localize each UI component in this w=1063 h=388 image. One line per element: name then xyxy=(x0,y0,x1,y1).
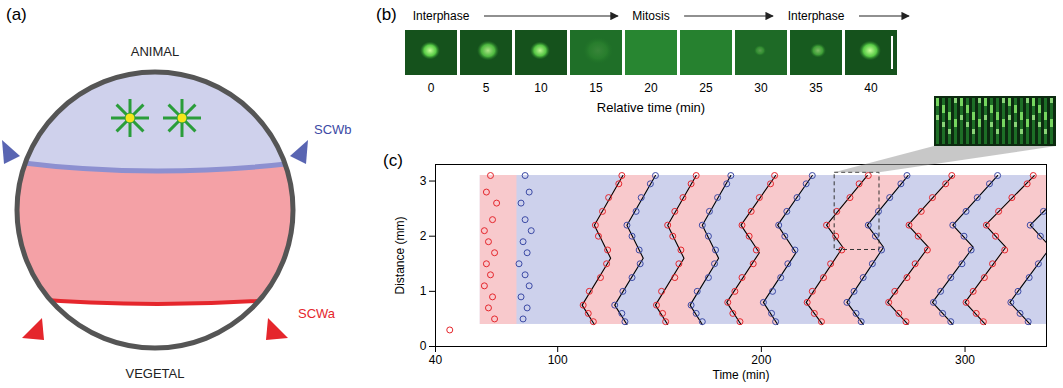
svg-text:100: 100 xyxy=(548,353,568,367)
svg-text:25: 25 xyxy=(699,81,713,95)
svg-text:VEGETAL: VEGETAL xyxy=(125,366,184,381)
svg-text:0: 0 xyxy=(420,339,427,353)
svg-text:200: 200 xyxy=(751,353,771,367)
svg-text:(c): (c) xyxy=(383,151,403,170)
svg-text:SCWb: SCWb xyxy=(314,122,352,137)
svg-text:Time (min): Time (min) xyxy=(713,368,770,382)
svg-text:Mitosis: Mitosis xyxy=(632,9,669,23)
svg-text:2: 2 xyxy=(420,229,427,243)
svg-text:(a): (a) xyxy=(6,5,27,24)
svg-text:300: 300 xyxy=(955,353,975,367)
svg-text:15: 15 xyxy=(589,81,603,95)
svg-text:SCWa: SCWa xyxy=(298,306,336,321)
svg-text:10: 10 xyxy=(534,81,548,95)
svg-text:40: 40 xyxy=(429,353,443,367)
svg-text:35: 35 xyxy=(809,81,823,95)
svg-text:5: 5 xyxy=(483,81,490,95)
svg-text:20: 20 xyxy=(644,81,658,95)
svg-text:1: 1 xyxy=(420,284,427,298)
svg-text:(b): (b) xyxy=(376,5,397,24)
svg-text:Interphase: Interphase xyxy=(788,9,845,23)
svg-text:30: 30 xyxy=(754,81,768,95)
svg-text:ANIMAL: ANIMAL xyxy=(131,44,179,59)
svg-text:40: 40 xyxy=(864,81,878,95)
svg-text:Interphase: Interphase xyxy=(413,9,470,23)
svg-text:3: 3 xyxy=(420,174,427,188)
svg-text:0: 0 xyxy=(428,81,435,95)
svg-text:Distance (mm): Distance (mm) xyxy=(393,216,407,294)
svg-text:Relative time (min): Relative time (min) xyxy=(597,100,705,115)
